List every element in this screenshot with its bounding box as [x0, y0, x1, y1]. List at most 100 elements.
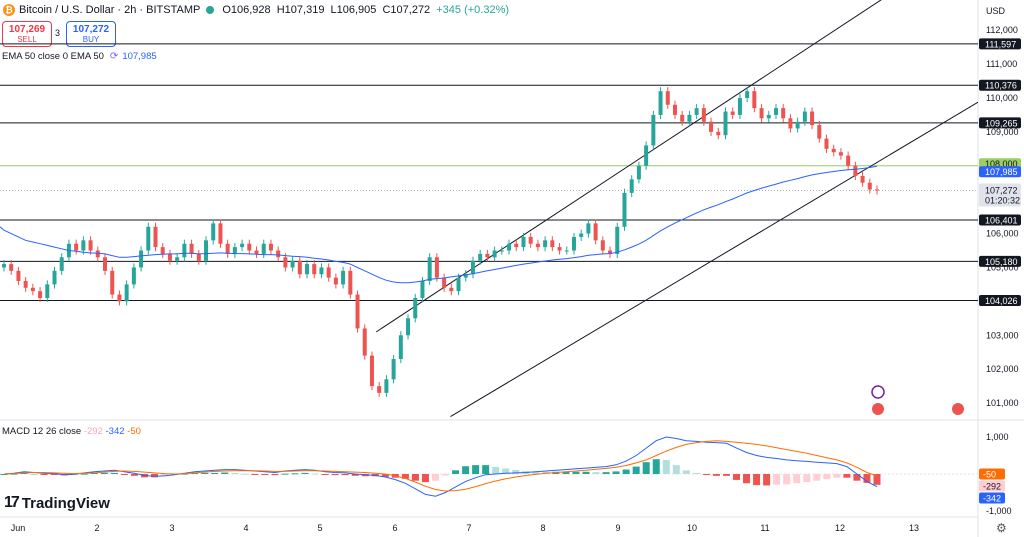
candle-body: [45, 284, 50, 298]
macd-hist-bar: [692, 472, 700, 474]
macd-tick-label: -1,000: [986, 506, 1012, 516]
candle-body: [521, 236, 526, 248]
candle-body: [341, 270, 346, 285]
tradingview-logo-text: TradingView: [21, 494, 110, 512]
candle-body: [59, 257, 64, 271]
candle-body: [81, 240, 86, 251]
time-tick-label: Jun: [11, 523, 26, 533]
macd-hist-bar: [381, 474, 389, 477]
macd-hist-bar: [672, 465, 680, 474]
last-price-axis-label: 107,272: [985, 185, 1018, 195]
candle-body: [867, 182, 872, 190]
macd-hist-bar: [130, 474, 138, 476]
time-tick-label: 2: [94, 523, 99, 533]
price-tick-label: 102,000: [986, 364, 1019, 374]
close-value: C107,272: [382, 4, 431, 16]
last-price-box: [979, 183, 1021, 207]
price-tick-label: 101,000: [986, 398, 1019, 408]
macd-hist-bar: [622, 469, 630, 474]
candle-body: [355, 294, 360, 329]
candle-body: [629, 179, 634, 193]
macd-hist-bar: [773, 474, 781, 485]
open-value: O106,928: [222, 4, 271, 16]
symbol-title[interactable]: Bitcoin / U.S. Dollar · 2h · BITSTAMP: [19, 4, 201, 16]
time-tick-label: 8: [540, 523, 545, 533]
macd-hist-bar: [411, 474, 419, 481]
candle-body: [406, 318, 411, 336]
candle-body: [875, 189, 879, 191]
macd-tick-label: 1,000: [986, 432, 1009, 442]
ema-legend[interactable]: EMA 50 close 0 EMA 50 ⟳ 107,985: [2, 51, 157, 62]
tradingview-logo-icon: 17: [4, 494, 20, 511]
macd-hist-bar: [562, 471, 570, 474]
candle-body: [831, 148, 836, 153]
macd-hist-axis-label: -292: [983, 482, 1001, 492]
candle-body: [2, 264, 6, 268]
loading-icon: ⟳: [109, 51, 119, 62]
gear-icon[interactable]: ⚙: [996, 521, 1007, 535]
macd-hist-bar: [702, 474, 710, 475]
buy-button[interactable]: 107,272 BUY: [66, 21, 116, 47]
candle-body: [817, 125, 822, 139]
ohlc-values: O106,928 H107,319 L106,905 C107,272 +345…: [222, 4, 512, 16]
level-axis-label: 106,401: [985, 215, 1018, 225]
candle-body: [680, 114, 685, 122]
candle-body: [600, 240, 605, 251]
sell-price: 107,269: [8, 24, 46, 35]
macd-hist-bar: [492, 466, 500, 474]
macd-hist-bar: [301, 472, 309, 474]
ema-level-axis-label: 108,000: [985, 159, 1018, 169]
candle-body: [716, 131, 721, 136]
candle-body: [759, 108, 764, 119]
macd-hist-bar: [783, 474, 791, 485]
candle-body: [824, 138, 829, 149]
candle-body: [95, 250, 100, 258]
candle-body: [550, 240, 555, 248]
sell-button[interactable]: 107,269 SELL: [2, 21, 52, 47]
currency-label[interactable]: USD: [986, 6, 1006, 16]
macd-hist-bar: [341, 474, 349, 476]
candle-body: [434, 257, 439, 278]
candle-body: [16, 270, 21, 282]
candle-body: [413, 297, 418, 319]
candle-body: [254, 250, 259, 254]
macd-hist-bar: [90, 472, 98, 474]
candle-body: [240, 243, 245, 248]
candle-body: [860, 175, 865, 183]
candle-body: [810, 111, 815, 126]
candle-body: [492, 250, 497, 258]
candle-body: [30, 287, 35, 292]
macd-legend[interactable]: MACD 12 26 close -292 -342 -50: [2, 426, 141, 437]
us-flag-icon: [952, 403, 964, 415]
macd-hist-bar: [452, 470, 460, 474]
sell-label: SELL: [17, 35, 37, 44]
bitcoin-icon: ₿: [3, 4, 15, 16]
candle-body: [499, 250, 504, 252]
candle-body: [658, 91, 663, 115]
macd-hist-bar: [572, 471, 580, 474]
macd-hist-bar: [712, 474, 720, 476]
macd-hist-bar: [482, 465, 490, 474]
candle-body: [290, 260, 295, 268]
macd-hist-bar: [221, 472, 229, 474]
candle-body: [333, 277, 338, 285]
macd-legend-macd: -342: [105, 426, 125, 437]
ema-legend-label: EMA 50 close 0 EMA 50: [2, 51, 104, 62]
macd-hist-bar: [652, 459, 660, 474]
countdown-axis-label: 01:20:32: [985, 195, 1020, 205]
price-tick-label: 109,000: [986, 127, 1019, 137]
candle-body: [305, 264, 310, 275]
candle-body: [175, 257, 180, 261]
time-tick-label: 10: [687, 523, 697, 533]
macd-hist-bar: [191, 472, 199, 474]
price-tick-label: 105,000: [986, 262, 1019, 272]
macd-hist-bar: [0, 474, 8, 475]
candle-body: [362, 328, 367, 356]
macd-hist-bar: [311, 473, 319, 475]
channel-upper-line: [375, 0, 882, 333]
candle-body: [196, 253, 201, 261]
candle-body: [730, 111, 735, 115]
level-axis-label-box: [979, 38, 1021, 50]
level-axis-label-box: [979, 294, 1021, 306]
